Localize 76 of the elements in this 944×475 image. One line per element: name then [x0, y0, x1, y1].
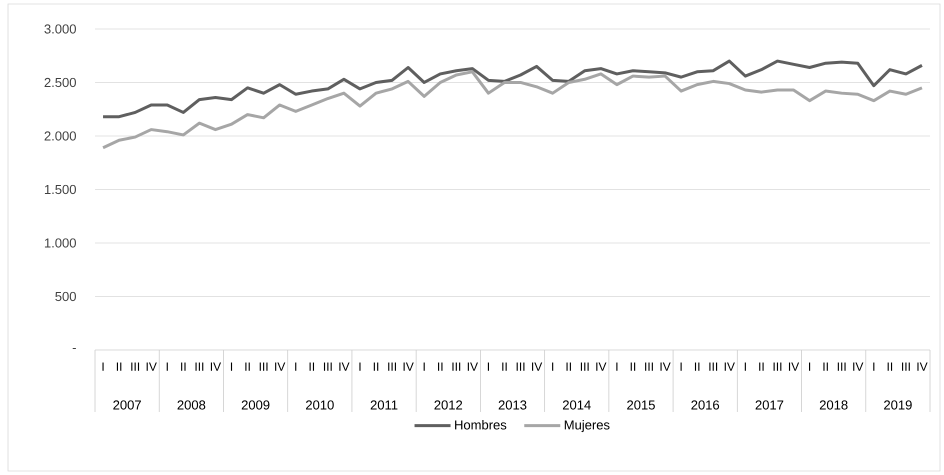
text: 2009: [242, 400, 270, 410]
x-tick-label: IV: [275, 362, 286, 371]
x-tick-label: I: [424, 362, 425, 371]
x-tick-label: II: [694, 362, 700, 371]
x-tick-label: II: [310, 362, 314, 371]
x-tick-label: III: [580, 362, 589, 371]
y-tick-label: 3.000: [44, 24, 76, 34]
x-tick-label: III: [774, 362, 782, 371]
x-tick-label: IV: [468, 362, 478, 371]
x-tick-label: IV: [146, 362, 157, 371]
x-tick-label: III: [902, 362, 910, 371]
y-tick-label: 2.500: [44, 78, 76, 88]
x-tick-label: III: [838, 362, 846, 371]
text: 2010: [306, 400, 334, 410]
x-tick-label: II: [116, 362, 122, 371]
x-tick-label: II: [566, 362, 571, 371]
x-tick-label: II: [888, 362, 892, 371]
x-tick-label: II: [759, 362, 764, 371]
x-tick-label: IV: [660, 362, 671, 371]
legend-label: Hombres: [455, 420, 506, 430]
x-tick-label: IV: [917, 362, 928, 371]
text: 2014: [562, 400, 591, 410]
line-series: [102, 70, 924, 150]
text: 2013: [498, 400, 526, 410]
text: 2015: [627, 400, 655, 410]
x-tick-label: I: [488, 362, 489, 371]
x-tick-label: I: [680, 362, 682, 371]
x-tick-label: I: [552, 362, 554, 371]
text: 2012: [434, 400, 462, 410]
x-tick-label: II: [245, 362, 250, 371]
y-tick-label: -: [72, 348, 76, 350]
x-tick-label: I: [744, 362, 746, 371]
text: 2019: [884, 400, 912, 410]
x-tick-label: II: [502, 362, 507, 371]
legend-label: Mujeres: [564, 420, 610, 432]
x-tick-label: I: [873, 362, 874, 371]
text: 2018: [820, 400, 848, 410]
y-tick-label: 2.000: [44, 131, 76, 141]
x-tick-label: I: [295, 362, 296, 371]
text: 2016: [691, 400, 720, 410]
x-tick-label: I: [102, 362, 104, 371]
x-tick-label: III: [195, 362, 204, 371]
x-tick-label: III: [131, 362, 140, 371]
x-tick-label: II: [823, 362, 828, 371]
text: 2007: [113, 400, 141, 410]
x-tick-label: IV: [596, 362, 606, 371]
x-tick-label: III: [709, 362, 718, 371]
text: 2008: [178, 400, 206, 410]
x-tick-label: III: [324, 362, 332, 371]
line-series: [102, 60, 924, 118]
x-tick-label: IV: [339, 362, 350, 371]
x-tick-label: I: [809, 362, 810, 371]
text: 2017: [756, 400, 784, 410]
x-tick-label: III: [260, 362, 268, 371]
x-tick-label: I: [166, 362, 168, 371]
y-tick-label: 500: [55, 292, 76, 302]
x-tick-label: IV: [724, 362, 735, 371]
y-tick-label: 1.500: [44, 184, 76, 194]
x-tick-label: IV: [210, 362, 222, 371]
x-tick-label: III: [388, 362, 396, 371]
x-tick-label: IV: [532, 362, 542, 371]
x-tick-label: I: [359, 362, 361, 371]
x-tick-label: IV: [404, 362, 414, 371]
x-tick-label: III: [645, 362, 653, 371]
x-tick-label: III: [516, 362, 524, 371]
x-tick-label: I: [230, 362, 232, 371]
x-tick-label: II: [374, 362, 378, 371]
x-tick-label: II: [438, 362, 442, 371]
y-tick-label: 1.000: [44, 238, 76, 248]
x-tick-label: III: [452, 362, 460, 371]
x-tick-label: IV: [853, 362, 864, 371]
x-tick-label: I: [616, 362, 618, 371]
x-tick-label: II: [181, 362, 186, 371]
text: 2011: [370, 400, 398, 410]
x-tick-label: II: [630, 362, 636, 371]
x-tick-label: IV: [788, 362, 800, 371]
